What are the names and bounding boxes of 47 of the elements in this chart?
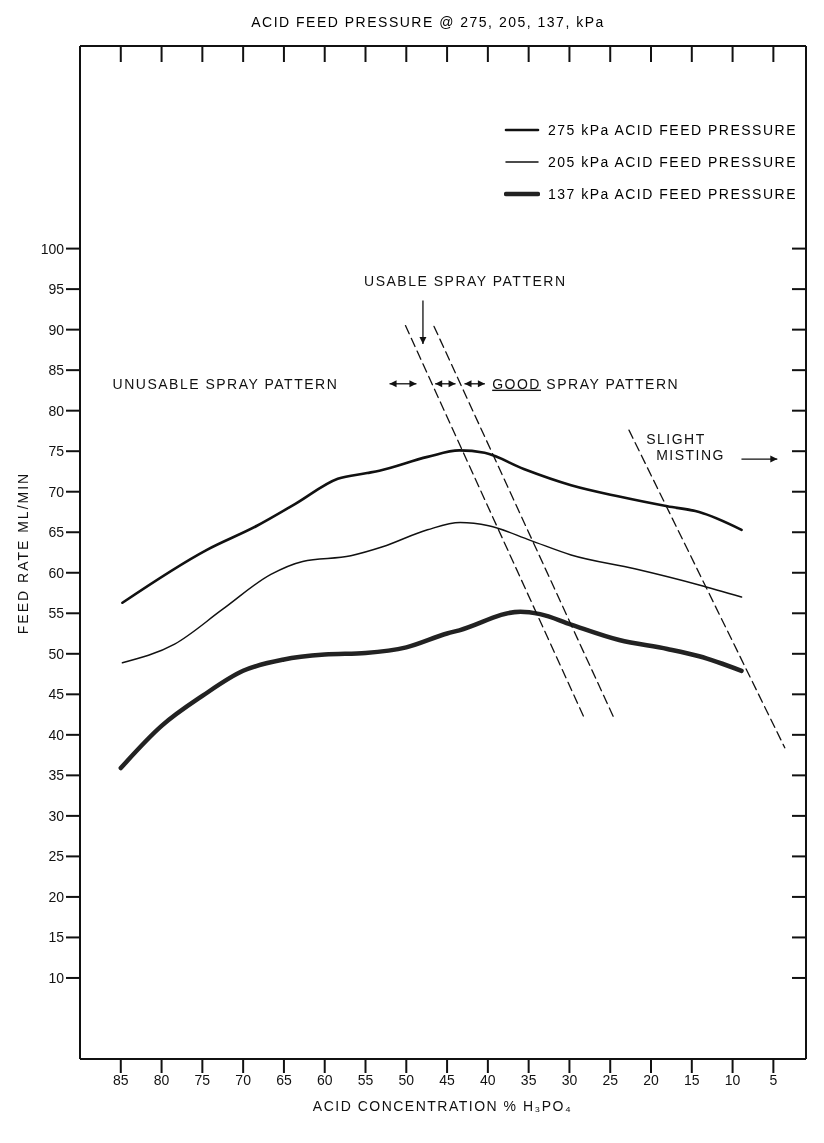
- x-tick-label: 65: [276, 1071, 292, 1088]
- y-tick-label: 100: [40, 240, 65, 257]
- annotation: GOOD SPRAY PATTERN: [492, 375, 680, 392]
- y-tick-label: 15: [48, 929, 65, 946]
- x-tick-label: 75: [194, 1071, 211, 1088]
- y-tick-label: 95: [48, 281, 65, 298]
- x-tick-label: 55: [357, 1071, 374, 1088]
- line-series: [118, 609, 744, 771]
- y-tick-label: 10: [48, 969, 65, 986]
- chart-title: ACID FEED PRESSURE @ 275, 205, 137, kPa: [251, 14, 605, 30]
- y-tick-label: 35: [48, 767, 65, 784]
- x-tick-label: 35: [520, 1071, 537, 1088]
- y-tick-label: 80: [48, 402, 65, 419]
- y-tick-label: 50: [48, 645, 65, 662]
- y-tick-label: 65: [48, 524, 65, 541]
- x-tick-label: 60: [316, 1071, 333, 1088]
- x-tick-label: 80: [153, 1071, 170, 1088]
- x-axis-title: ACID CONCENTRATION % H₃PO₄: [312, 1098, 573, 1114]
- x-tick-label: 30: [561, 1071, 578, 1088]
- x-tick-label: 5: [769, 1071, 778, 1088]
- annotation: USABLE SPRAY PATTERN: [364, 272, 567, 289]
- x-tick-label: 10: [724, 1071, 741, 1088]
- x-tick-label: 70: [235, 1071, 252, 1088]
- y-tick-label: 40: [48, 726, 65, 743]
- y-tick-label: 75: [48, 443, 65, 460]
- y-tick-label: 85: [48, 362, 65, 379]
- y-axis-title: FEED RATE ML/MIN: [15, 471, 31, 635]
- x-tick-label: 50: [398, 1071, 415, 1088]
- x-tick-label: 85: [113, 1071, 129, 1088]
- annotation: UNUSABLE SPRAY PATTERN: [112, 375, 339, 392]
- y-tick-label: 55: [48, 605, 65, 622]
- legend-label: 275 kPa ACID FEED PRESSURE: [547, 122, 797, 138]
- y-tick-label: 70: [48, 483, 65, 500]
- legend-label: 137 kPa ACID FEED PRESSURE: [547, 186, 797, 202]
- y-tick-label: 30: [48, 807, 65, 824]
- annotation: SLIGHT MISTING: [646, 430, 725, 463]
- x-tick-label: 20: [643, 1071, 660, 1088]
- x-tick-label: 45: [439, 1071, 456, 1088]
- legend-label: 205 kPa ACID FEED PRESSURE: [547, 154, 797, 170]
- y-tick-label: 60: [48, 564, 65, 581]
- y-tick-label: 25: [48, 848, 65, 865]
- x-tick-label: 15: [684, 1071, 700, 1088]
- y-tick-label: 90: [48, 321, 65, 338]
- x-tick-label: 25: [602, 1071, 619, 1088]
- y-tick-label: 45: [48, 686, 65, 703]
- y-tick-label: 20: [48, 888, 65, 905]
- x-tick-label: 40: [480, 1071, 496, 1088]
